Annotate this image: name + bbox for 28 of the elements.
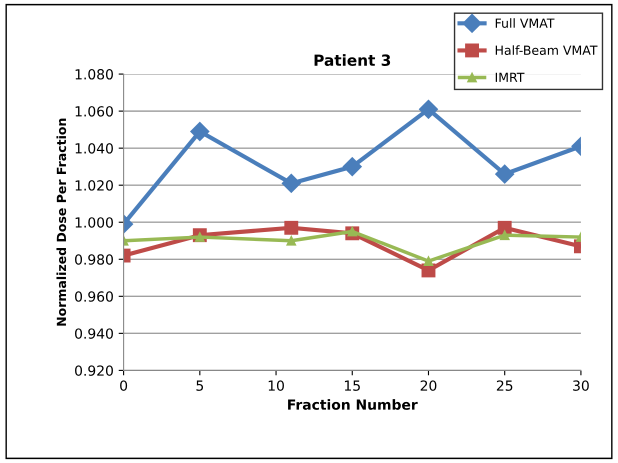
legend-label: Full VMAT	[496, 18, 554, 28]
x-tick-label: 10	[268, 380, 284, 391]
point	[418, 100, 438, 119]
x-tick-label: 20	[420, 380, 436, 391]
x-tick-label: 5	[196, 380, 204, 391]
y-tick-label: 1.020	[76, 180, 113, 191]
point	[284, 220, 298, 235]
point	[286, 236, 296, 246]
legend-label: IMRT	[496, 72, 524, 82]
point	[282, 174, 301, 193]
x-tick-label: 0	[120, 380, 128, 391]
y-tick-label: 0.920	[75, 365, 113, 376]
y-tick-label: 0.940	[75, 328, 113, 339]
x-tick-label: 15	[344, 380, 360, 391]
x-tick-label: 30	[573, 380, 589, 391]
legend-label: Half-Beam VMAT	[496, 45, 598, 55]
y-tick-label: 1.060	[76, 106, 113, 117]
y-tick-label: 0.980	[75, 254, 113, 265]
y-tick-label: 1.000	[76, 217, 113, 228]
x-axis-title: Fraction Number	[288, 399, 418, 410]
y-tick-label: 1.080	[76, 69, 113, 80]
point	[424, 256, 434, 266]
y-tick-label: 1.040	[76, 143, 113, 154]
y-tick-label: 0.960	[75, 291, 113, 302]
point	[342, 157, 362, 176]
y-axis-title: Normalized Dose Per Fraction	[56, 118, 66, 326]
x-tick-label: 25	[496, 380, 512, 391]
chart-title: Patient 3	[314, 54, 390, 66]
